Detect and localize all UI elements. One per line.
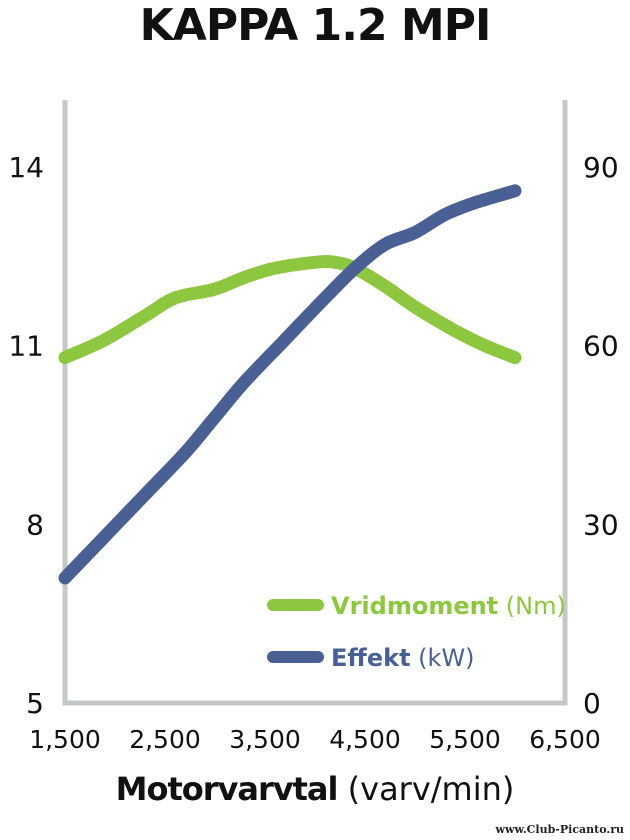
axes: [62, 100, 568, 706]
x-axis-title: Motorvarvtal (varv/min): [0, 770, 630, 808]
x-tick-label: 1,500: [29, 725, 101, 754]
x-tick-label: 4,500: [329, 725, 401, 754]
y-right-tick-label: 30: [583, 508, 619, 541]
legend-name-effekt: Effekt: [331, 644, 411, 672]
chart-title: KAPPA 1.2 MPI: [139, 0, 492, 51]
series-line-effekt: [58, 184, 522, 585]
x-axis-title-main: Motorvarvtal: [115, 770, 339, 808]
legend: Vridmoment (Nm) Effekt (kW): [267, 592, 566, 672]
y-right-tick-label: 60: [583, 330, 619, 363]
watermark: www.Club-Picanto.ru: [495, 823, 624, 836]
y-left-tick-label: 11: [8, 330, 44, 363]
legend-unit-vridmoment: (Nm): [498, 592, 566, 620]
y-right-tick-label: 0: [583, 687, 601, 720]
legend-unit-effekt: (kW): [411, 644, 475, 672]
legend-name-vridmoment: Vridmoment: [331, 592, 498, 620]
y-left-tick-label: 8: [26, 508, 44, 541]
x-tick-label: 3,500: [229, 725, 301, 754]
series-lines: [58, 184, 522, 585]
tick-labels: 5 8 11 14 0 30 60 90 1,500 2,500 3,500 4,500 5,500 6,…: [8, 151, 618, 754]
y-left-tick-label: 5: [26, 687, 44, 720]
series-line-vridmoment: [58, 255, 522, 365]
x-tick-label: 5,500: [429, 725, 501, 754]
y-left-tick-label: 14: [8, 151, 44, 184]
y-right-tick-label: 90: [583, 151, 619, 184]
legend-label-vridmoment: Vridmoment (Nm): [331, 592, 566, 620]
x-tick-label: 2,500: [129, 725, 201, 754]
x-tick-label: 6,500: [529, 725, 601, 754]
x-axis-title-unit: (varv/min): [347, 770, 515, 808]
legend-label-effekt: Effekt (kW): [331, 644, 475, 672]
